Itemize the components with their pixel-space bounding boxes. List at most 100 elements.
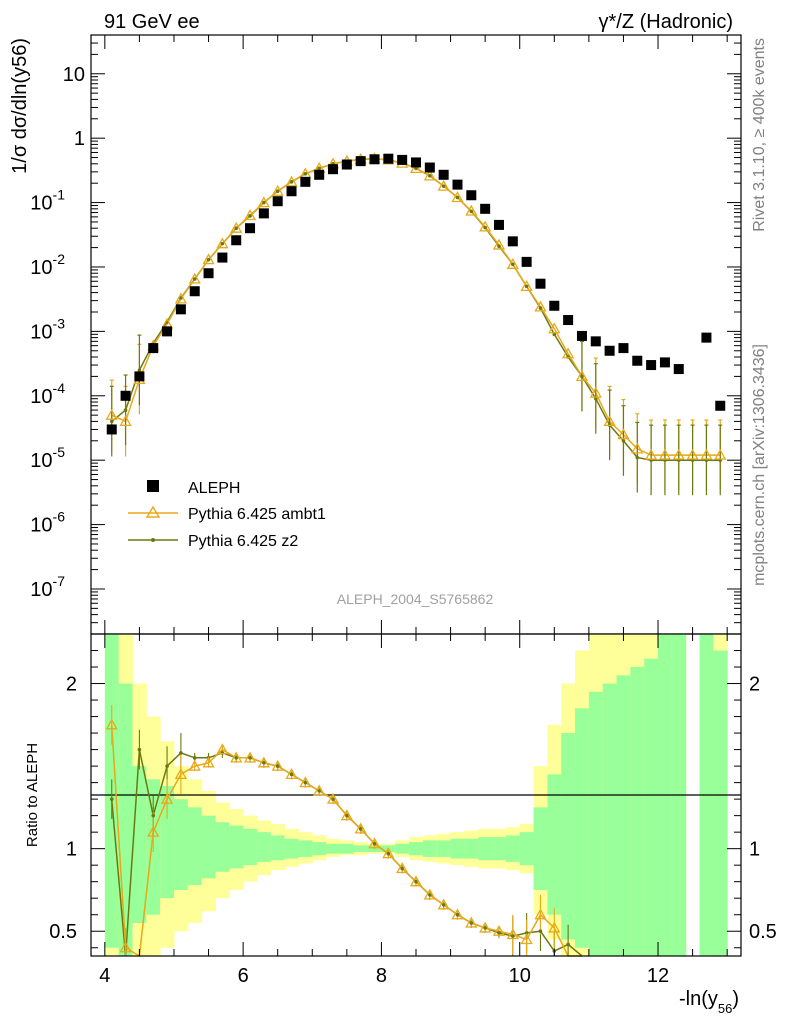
ambt1-point [451,191,464,203]
ratio-inner-band [713,650,728,956]
aleph-point [217,252,228,263]
ambt1-point [174,292,187,304]
ratio-ambt1-point [174,768,187,780]
ratio-ambt1-point [243,751,257,763]
ambt1-point [548,322,561,334]
z2-point [192,277,197,281]
ratio-z2-point [289,772,294,777]
ratio-inner-band [422,840,438,857]
ratio-inner-band [478,837,493,861]
ratio-inner-band [326,843,341,854]
ratio-ambt1-point [147,825,160,837]
ratio-inner-band [547,774,562,915]
main-y-tick-label: 10-3 [30,315,65,343]
ambt1-point [686,448,699,460]
ratio-inner-band [229,825,244,869]
ratio-frame [90,633,742,957]
ratio-y-tick-label: 0.5 [49,921,77,943]
z2-point [179,296,183,300]
aleph-point [452,179,463,190]
ambt1-point [202,253,215,265]
x-tick-label: 6 [238,965,249,987]
x-axis-label: -ln(y56) [679,988,739,1016]
main-y-tick-label: 10-5 [30,444,65,472]
ratio-z2-point [497,931,501,935]
z2-point [109,419,114,424]
aleph-point [134,371,145,382]
aleph-point [521,256,532,267]
ratio-inner-band [575,708,590,948]
ambt1-point [105,408,118,420]
ambt1-point [589,386,602,398]
ratio-inner-band [533,807,548,890]
ratio-ambt1-point [396,862,409,874]
z2-point [483,225,487,230]
main-y-tick-label: 10-2 [30,251,65,279]
ambt1-point [658,448,672,460]
z2-point [538,306,543,310]
ratio-z2-point [400,866,404,871]
main-y-tick-label: 10-7 [30,573,65,601]
ratio-inner-band [644,658,659,956]
x-tick-label: 8 [376,965,387,987]
ratio-z2-point [372,841,377,846]
z2-point [234,226,239,231]
ambt1-point [409,162,423,173]
aleph-point [245,223,256,234]
aleph-point [314,169,325,180]
ratio-ambt1-point [313,784,326,796]
aleph-point [576,330,587,341]
z2-point [441,184,446,188]
ratio-ambt1-point [230,751,243,763]
ratio-ambt1-point [465,916,478,928]
z2-point [275,189,280,194]
ambt1-point [631,442,644,454]
main-y-tick-label: 10-4 [30,380,65,408]
ratio-inner-band [256,832,272,862]
header-left: 91 GeV ee [104,11,200,33]
ratio-ambt1-point [423,888,436,900]
z2-point [593,396,598,401]
aleph-point [397,154,408,165]
aleph-point [355,156,366,167]
ratio-z2-point [538,929,543,934]
main-y-tick-label: 10-6 [30,509,65,537]
ratio-inner-band [173,799,189,890]
ratio-z2-point [179,751,183,755]
ratio-ambt1-point [285,768,298,780]
ratio-ambt1-point [119,941,132,953]
ratio-inner-band [215,822,230,872]
ratio-z2-point [386,851,391,856]
ambt1-point [423,169,436,181]
legend-marker-ambt1 [145,505,161,518]
aleph-point [258,208,269,219]
ratio-z2-point [358,827,363,831]
z2-point [497,244,501,249]
z2-point [317,166,321,171]
z2-point [635,455,640,460]
legend-marker-z2 [151,538,155,542]
ratio-ambt1-point [202,756,215,768]
ratio-z2-point [414,879,418,884]
ratio-y-axis-label: Ratio to ALEPH [24,743,41,847]
aleph-point [604,345,615,356]
aleph-point [507,236,518,247]
ratio-y-tick-label-right: 0.5 [749,921,777,943]
ratio-ambt1-point [271,759,284,771]
ratio-z2-point [428,893,432,897]
ambt1-point [617,428,630,440]
aleph-point [535,278,546,289]
ambt1-point [645,448,658,460]
aleph-point [618,343,629,354]
aleph-point [203,268,214,279]
ratio-z2-point [331,797,335,801]
aleph-point [148,343,159,354]
ratio-inner-band [201,815,216,879]
aleph-point [438,169,449,180]
legend-marker-aleph [147,480,159,492]
ratio-ambt1-point [340,809,353,821]
mcplots-reference-text: mcplots.cern.ch [arXiv:1306.3436] [751,344,768,586]
ambt1-point [243,209,257,221]
ratio-y-tick-label: 2 [66,674,77,696]
ratio-ambt1-point [188,759,201,771]
